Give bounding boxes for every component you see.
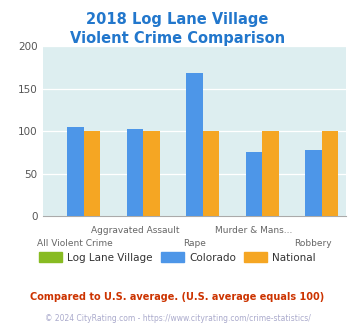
- Bar: [203, 131, 219, 216]
- Bar: [126, 129, 143, 216]
- Text: 2018 Log Lane Village: 2018 Log Lane Village: [86, 12, 269, 26]
- Bar: [262, 131, 279, 216]
- Bar: [246, 152, 262, 216]
- Text: Aggravated Assault: Aggravated Assault: [91, 226, 179, 235]
- Text: Violent Crime Comparison: Violent Crime Comparison: [70, 31, 285, 46]
- Text: Compared to U.S. average. (U.S. average equals 100): Compared to U.S. average. (U.S. average …: [31, 292, 324, 302]
- Legend: Log Lane Village, Colorado, National: Log Lane Village, Colorado, National: [35, 248, 320, 267]
- Text: © 2024 CityRating.com - https://www.cityrating.com/crime-statistics/: © 2024 CityRating.com - https://www.city…: [45, 314, 310, 323]
- Text: Robbery: Robbery: [295, 239, 332, 248]
- Bar: [305, 150, 322, 216]
- Bar: [322, 131, 338, 216]
- Bar: [143, 131, 160, 216]
- Bar: [186, 73, 203, 216]
- Bar: [67, 127, 84, 216]
- Text: All Violent Crime: All Violent Crime: [38, 239, 113, 248]
- Text: Murder & Mans...: Murder & Mans...: [215, 226, 293, 235]
- Text: Rape: Rape: [183, 239, 206, 248]
- Bar: [84, 131, 100, 216]
